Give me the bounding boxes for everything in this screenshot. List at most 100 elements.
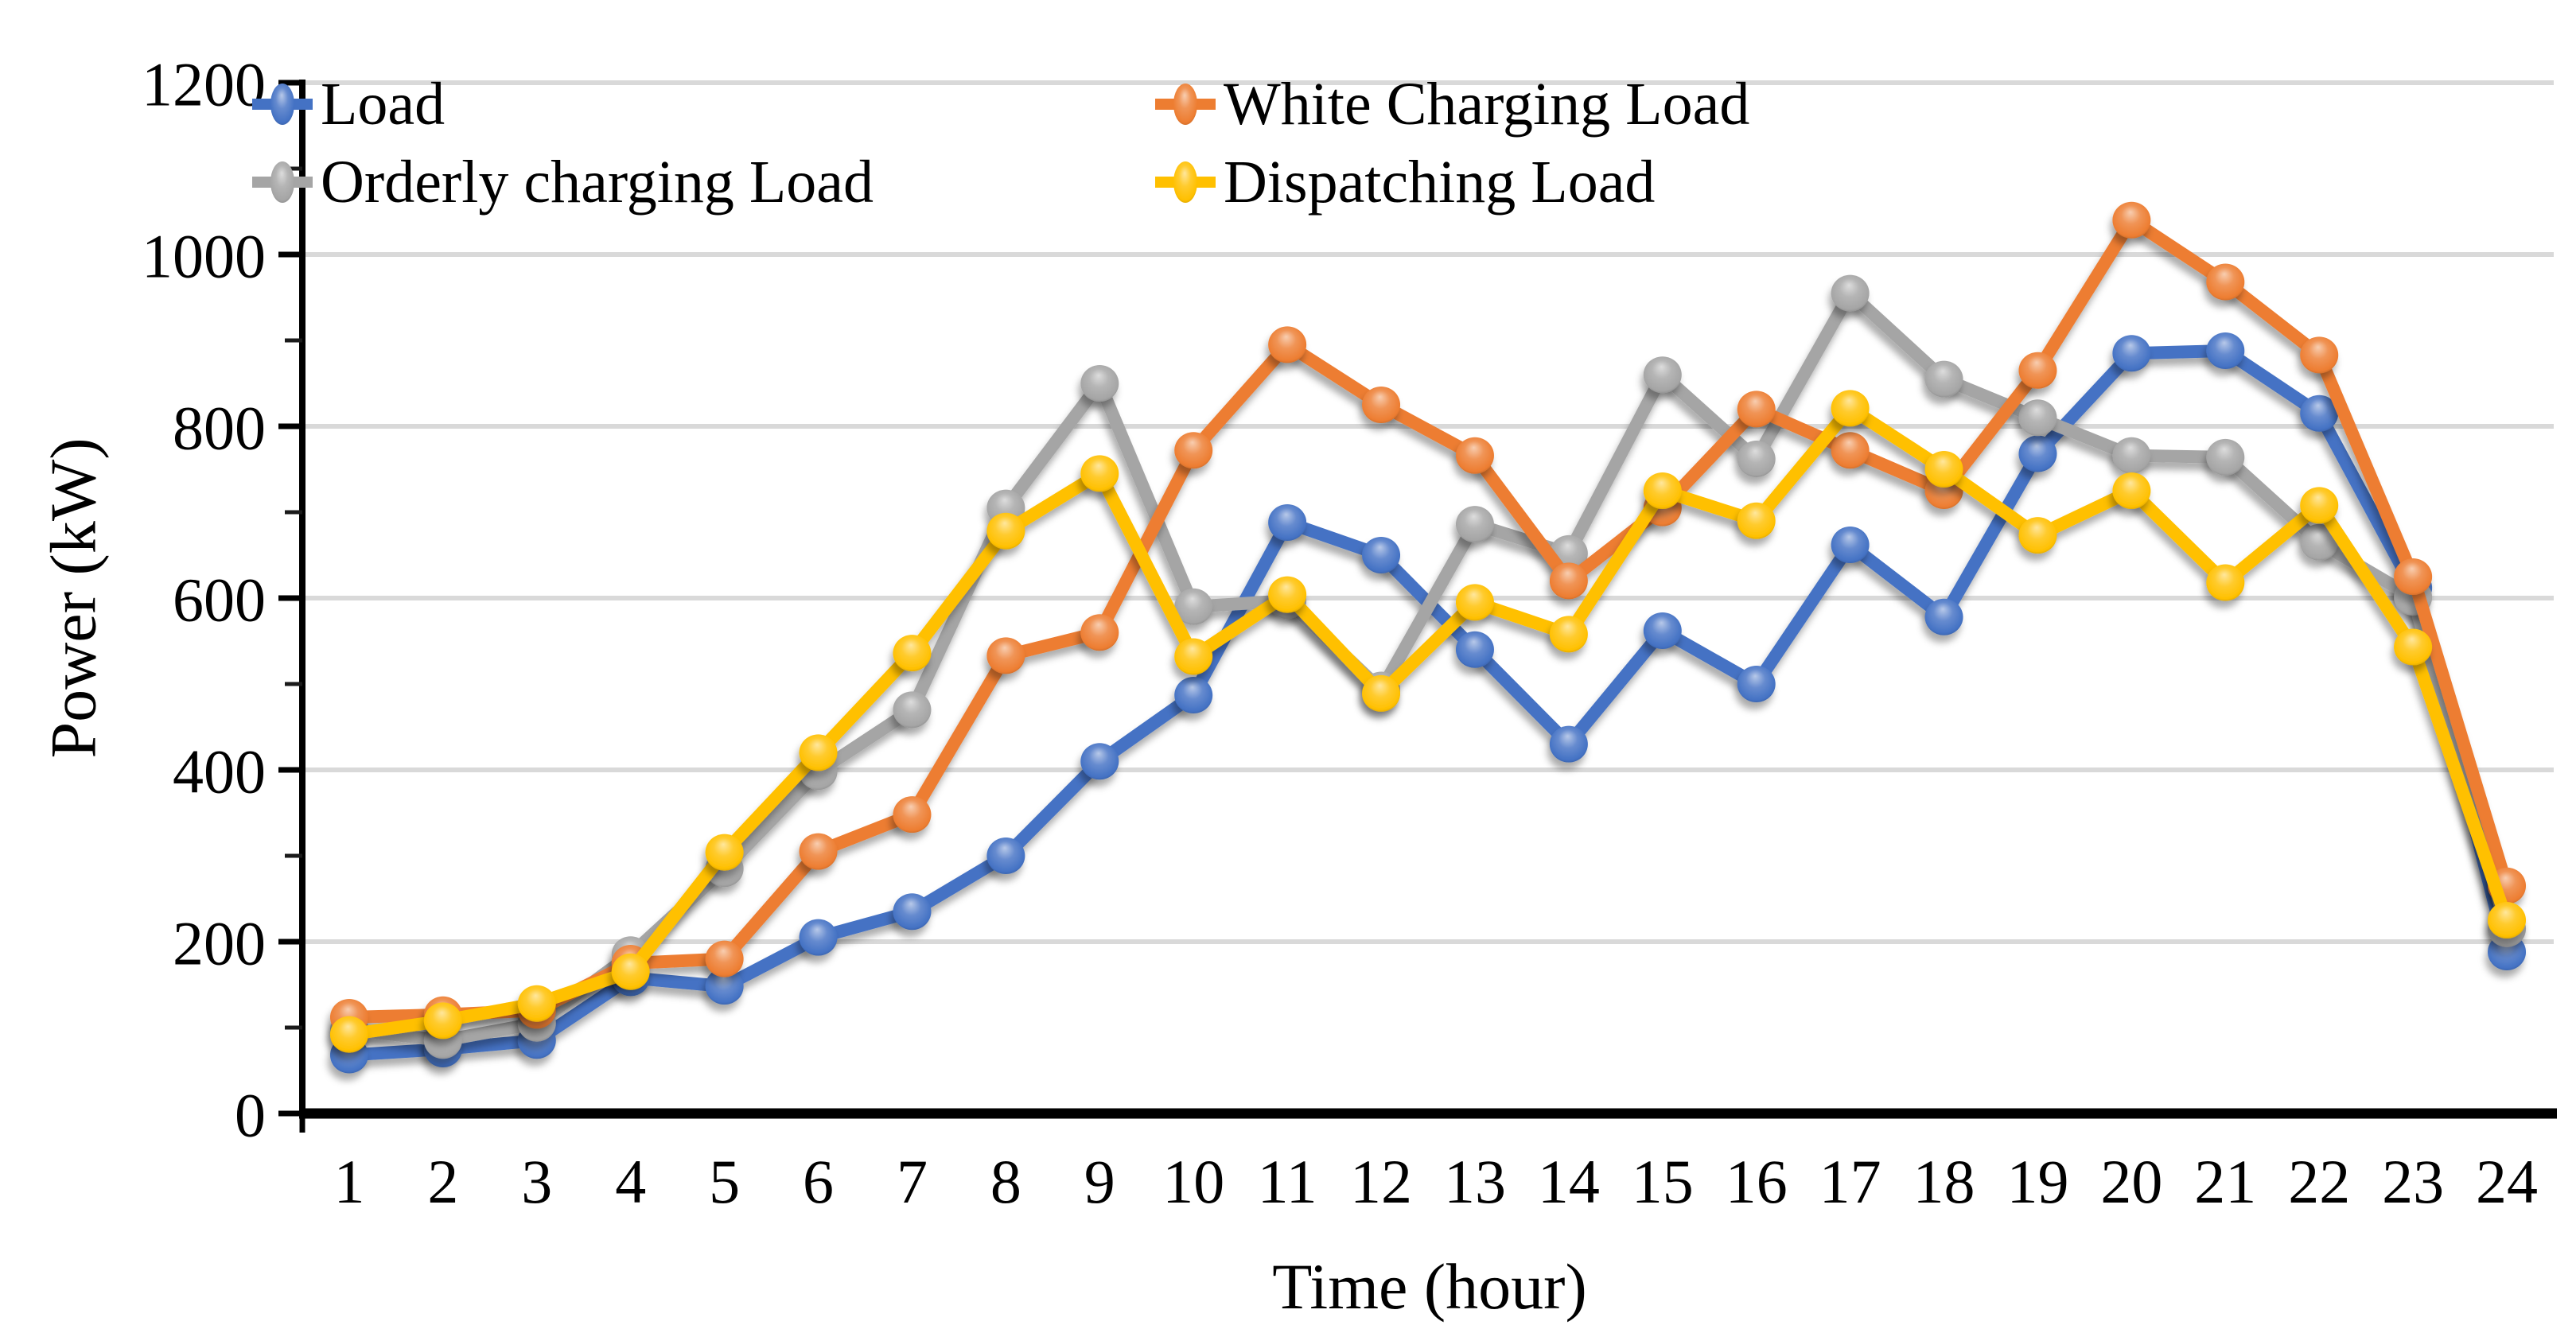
x-tick-label-24: 24 xyxy=(2476,1147,2538,1216)
x-tick-label-11: 11 xyxy=(1258,1147,1317,1216)
legend-item-orderly-charging-load: Orderly charging Load xyxy=(252,149,874,216)
legend-marker-sphere xyxy=(270,161,294,203)
data-point-marker xyxy=(329,1016,368,1053)
data-point-marker xyxy=(1268,576,1307,613)
data-point-marker xyxy=(799,833,838,870)
data-point-marker xyxy=(1831,527,1870,564)
data-point-marker xyxy=(986,637,1025,674)
y-tick-label-400: 400 xyxy=(173,737,266,806)
data-point-marker xyxy=(2112,335,2151,372)
y-tick-label-800: 800 xyxy=(173,394,266,463)
series-line xyxy=(342,286,2514,1047)
data-point-marker xyxy=(2112,437,2151,474)
x-tick-label-5: 5 xyxy=(709,1147,740,1216)
series-white-charging-load xyxy=(329,201,2527,1036)
data-point-marker xyxy=(2018,399,2057,437)
data-point-marker xyxy=(517,985,556,1022)
x-tick-label-4: 4 xyxy=(615,1147,646,1216)
data-point-marker xyxy=(705,968,744,1005)
data-point-marker xyxy=(423,1002,462,1040)
data-point-marker xyxy=(1831,432,1870,469)
data-point-marker xyxy=(1174,677,1213,714)
data-point-marker xyxy=(705,940,744,977)
x-tick-label-12: 12 xyxy=(1350,1147,1412,1216)
data-point-marker xyxy=(1362,387,1401,423)
y-tick-label-1200: 1200 xyxy=(142,50,266,119)
legend-label: Orderly charging Load xyxy=(321,149,874,216)
data-point-marker xyxy=(799,919,838,956)
data-point-marker xyxy=(1549,562,1588,600)
data-point-marker xyxy=(1643,472,1682,509)
data-point-marker xyxy=(1080,743,1119,780)
data-point-marker xyxy=(1831,390,1870,427)
data-point-marker xyxy=(1737,666,1776,702)
data-point-marker xyxy=(1831,274,1870,312)
data-point-marker xyxy=(2300,336,2339,374)
data-point-marker xyxy=(2488,902,2527,939)
data-point-marker xyxy=(986,512,1025,550)
data-point-marker xyxy=(1549,616,1588,653)
data-point-marker xyxy=(2206,332,2245,369)
data-point-marker xyxy=(2112,472,2151,509)
x-tick-label-6: 6 xyxy=(803,1147,834,1216)
x-tick-label-20: 20 xyxy=(2100,1147,2162,1216)
x-tick-label-23: 23 xyxy=(2382,1147,2444,1216)
series-layer xyxy=(329,201,2527,1074)
x-tick-label-13: 13 xyxy=(1444,1147,1506,1216)
data-point-marker xyxy=(1455,437,1494,474)
data-point-marker xyxy=(1455,631,1494,668)
x-tick-label-8: 8 xyxy=(990,1147,1021,1216)
data-point-marker xyxy=(2300,394,2339,432)
x-tick-label-14: 14 xyxy=(1538,1147,1600,1216)
x-tick-label-3: 3 xyxy=(521,1147,552,1216)
data-point-marker xyxy=(1174,432,1213,469)
legend-marker-sphere xyxy=(270,84,294,125)
data-point-marker xyxy=(2206,263,2245,301)
data-point-marker xyxy=(2300,523,2339,561)
data-point-marker xyxy=(1737,502,1776,539)
data-point-marker xyxy=(2206,438,2245,476)
axes-layer xyxy=(278,80,2557,1133)
legend-label: White Charging Load xyxy=(1224,71,1749,138)
data-point-marker xyxy=(705,834,744,871)
data-point-marker xyxy=(893,635,932,672)
x-tick-label-15: 15 xyxy=(1632,1147,1694,1216)
data-point-marker xyxy=(1924,360,1963,398)
y-tick-label-0: 0 xyxy=(235,1081,266,1150)
data-point-marker xyxy=(2300,487,2339,524)
x-tick-label-18: 18 xyxy=(1913,1147,1975,1216)
data-point-marker xyxy=(1549,725,1588,763)
x-tick-label-2: 2 xyxy=(427,1147,458,1216)
data-point-marker xyxy=(2018,517,2057,554)
data-point-marker xyxy=(2394,628,2433,666)
x-tick-label-1: 1 xyxy=(333,1147,364,1216)
x-axis-title: Time (hour) xyxy=(1272,1250,1587,1323)
data-point-marker xyxy=(1455,506,1494,543)
y-axis-title: Power (kW) xyxy=(37,437,110,758)
legend-item-dispatching-load: Dispatching Load xyxy=(1155,149,1655,216)
data-point-marker xyxy=(986,837,1025,874)
legend-label: Load xyxy=(321,71,445,138)
data-point-marker xyxy=(2112,201,2151,239)
data-point-marker xyxy=(1080,365,1119,402)
x-tick-label-10: 10 xyxy=(1162,1147,1224,1216)
data-point-marker xyxy=(1080,455,1119,492)
data-point-marker xyxy=(1643,356,1682,394)
data-point-marker xyxy=(1080,614,1119,651)
data-point-marker xyxy=(2394,558,2433,595)
data-point-marker xyxy=(1268,326,1307,363)
data-point-marker xyxy=(2018,435,2057,472)
data-point-marker xyxy=(1268,503,1307,541)
data-point-marker xyxy=(611,953,650,990)
legend-item-load: Load xyxy=(252,71,445,138)
x-tick-label-19: 19 xyxy=(2006,1147,2068,1216)
y-tick-label-600: 600 xyxy=(173,565,266,635)
data-point-marker xyxy=(1362,537,1401,573)
series-dispatching-load xyxy=(329,390,2527,1053)
data-point-marker xyxy=(893,796,932,834)
data-point-marker xyxy=(893,893,932,931)
data-point-marker xyxy=(1362,674,1401,712)
